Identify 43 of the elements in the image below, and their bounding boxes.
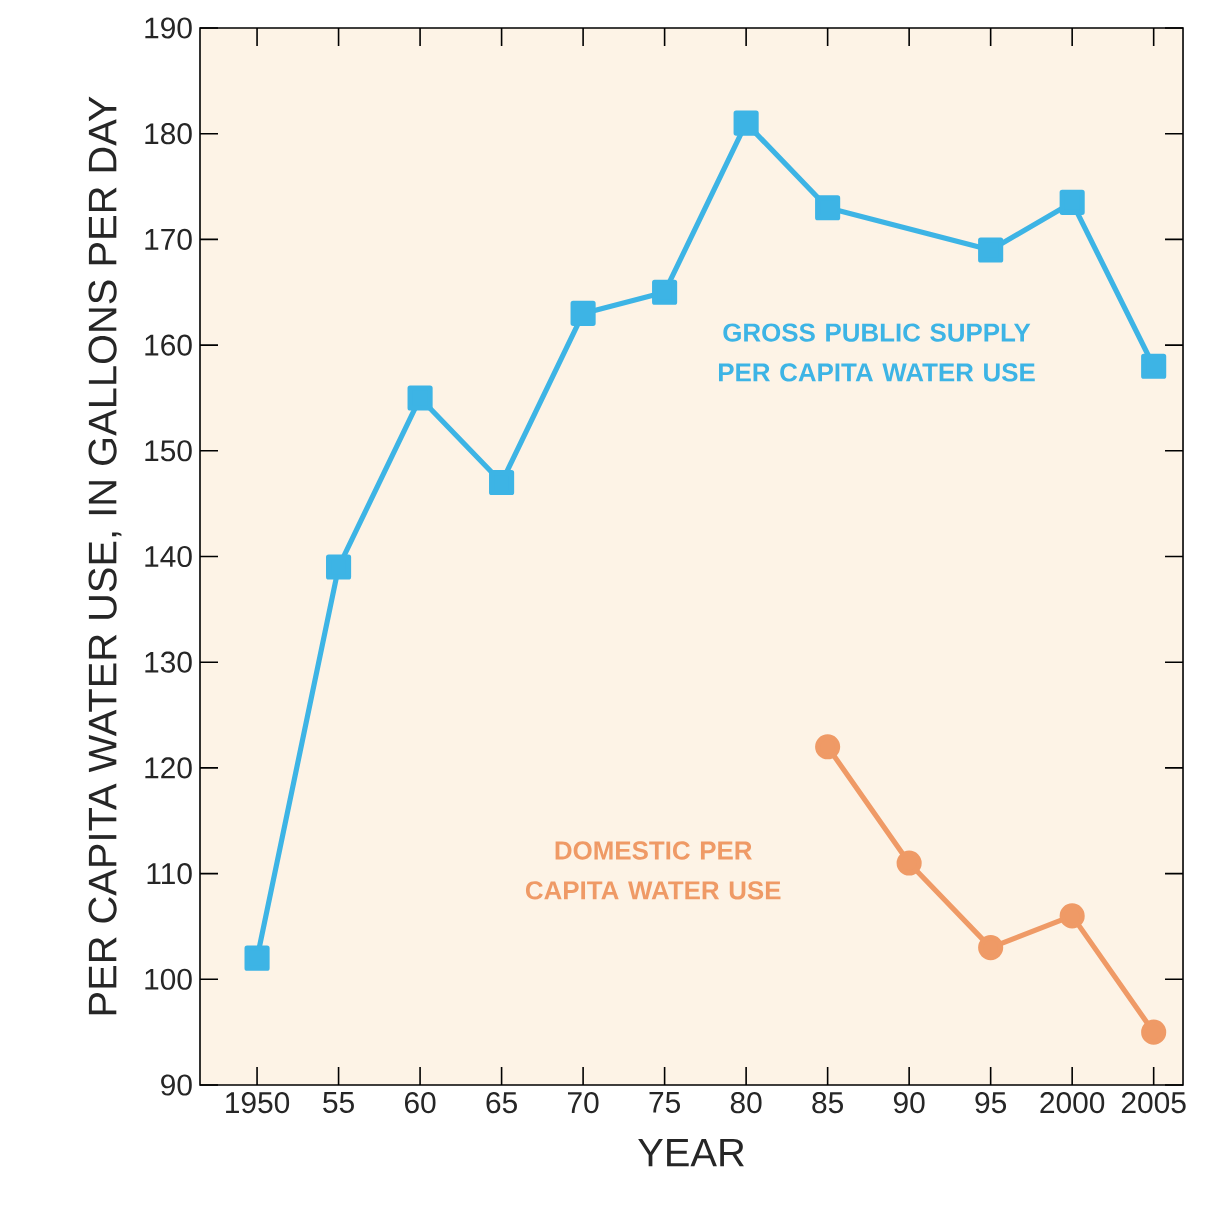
x-tick-label: 55 bbox=[323, 1092, 354, 1113]
point bbox=[896, 850, 922, 876]
point bbox=[1059, 903, 1085, 929]
y-tick-label: 170 bbox=[145, 228, 192, 250]
point bbox=[815, 734, 841, 760]
point bbox=[978, 935, 1004, 961]
point bbox=[1141, 353, 1167, 379]
y-tick-label: 110 bbox=[147, 863, 192, 885]
x-tick-label: 65 bbox=[486, 1092, 517, 1114]
x-tick-label: 2000 bbox=[1040, 1092, 1105, 1114]
x-tick-label: 80 bbox=[730, 1092, 762, 1114]
x-tick-label: 1950 bbox=[226, 1092, 290, 1114]
x-tick-label: 60 bbox=[404, 1092, 436, 1114]
x-tick-label: 70 bbox=[568, 1092, 599, 1114]
point bbox=[1059, 189, 1085, 215]
point bbox=[652, 279, 678, 305]
point bbox=[815, 195, 841, 221]
y-tick-label: 190 bbox=[145, 17, 192, 39]
y-axis-title: PER CAPITA WATER USE, IN GALLONS PER DAY bbox=[88, 96, 122, 1015]
x-tick-label: 95 bbox=[975, 1092, 1007, 1114]
x-tick-label: 2005 bbox=[1121, 1092, 1186, 1114]
point bbox=[1141, 1019, 1167, 1045]
y-tick-label: 180 bbox=[145, 123, 192, 145]
x-tick-label: 90 bbox=[893, 1092, 925, 1114]
y-tick-label: 130 bbox=[145, 651, 192, 673]
x-tick-label: 75 bbox=[649, 1092, 680, 1113]
text: DOMESTIC PER CAPITA WATER USE bbox=[525, 841, 781, 900]
point bbox=[733, 110, 759, 136]
point bbox=[489, 469, 515, 496]
series-label: GROSS PUBLIC SUPPLY PER CAPITA WATER USE bbox=[718, 323, 1035, 382]
point bbox=[978, 237, 1004, 263]
point bbox=[326, 554, 352, 580]
point bbox=[570, 300, 596, 326]
y-tick-label: 90 bbox=[161, 1074, 192, 1096]
point bbox=[407, 385, 433, 411]
x-axis-title: YEAR bbox=[638, 1138, 744, 1167]
point bbox=[244, 945, 270, 971]
y-tick-label: 150 bbox=[145, 440, 192, 462]
y-tick-label: 140 bbox=[145, 545, 192, 568]
y-tick-label: 120 bbox=[145, 757, 192, 779]
y-tick-label: 160 bbox=[145, 334, 192, 356]
x-tick-label: 85 bbox=[812, 1092, 843, 1114]
y-tick-label: 100 bbox=[145, 968, 192, 990]
